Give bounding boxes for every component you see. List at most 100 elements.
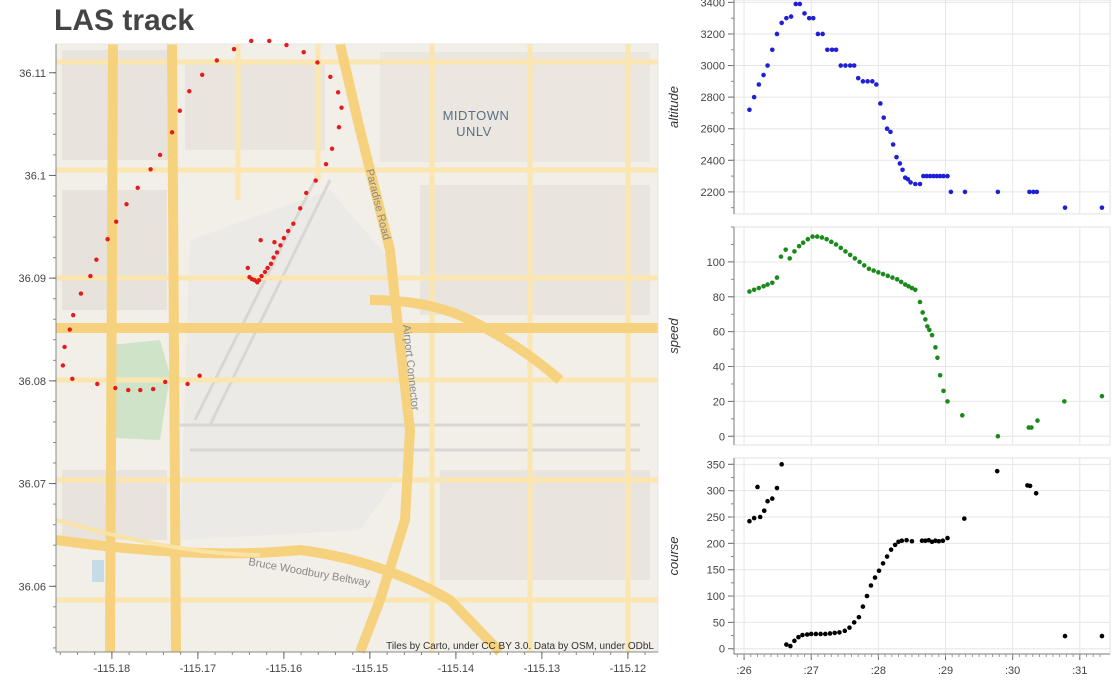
- speed-ytick-label: 100: [707, 257, 725, 269]
- altitude-point: [761, 72, 766, 78]
- altitude-point: [870, 79, 875, 84]
- speed-point: [890, 275, 895, 280]
- course-ytick-label: 350: [707, 459, 725, 471]
- track-point: [88, 273, 93, 279]
- speed-point: [923, 317, 928, 322]
- map-label-unlv: UNLV: [456, 124, 492, 139]
- track-point: [268, 261, 274, 266]
- speed-point: [761, 283, 766, 289]
- track-point: [105, 236, 110, 242]
- altitude-point: [756, 82, 762, 87]
- course-point: [892, 542, 898, 548]
- course-point: [784, 642, 789, 647]
- track-point: [71, 312, 76, 318]
- timeseries-figure: 2200240026002800300032003400altitude0204…: [666, 0, 1111, 677]
- altitude-point: [784, 15, 789, 21]
- altitude-point: [878, 101, 883, 106]
- track-point: [335, 90, 341, 95]
- speed-point: [920, 310, 925, 315]
- track-point: [60, 363, 66, 368]
- track-point: [231, 46, 237, 52]
- altitude-point: [747, 107, 752, 113]
- track-point: [94, 257, 99, 262]
- speed-point: [756, 285, 762, 291]
- altitude-point: [1062, 205, 1068, 210]
- course-point: [919, 538, 925, 544]
- speed-point: [880, 271, 886, 277]
- course-point: [1099, 633, 1105, 639]
- altitude-point: [884, 126, 890, 132]
- track-point: [339, 105, 344, 110]
- altitude-ytick-label: 3000: [701, 61, 725, 73]
- altitude-point: [890, 142, 896, 147]
- speed-point: [927, 327, 932, 333]
- course-panel: 0 50 100 150 200 250 300 350 course:26:27:28:29:…: [666, 457, 1111, 677]
- altitude-point: [945, 173, 950, 179]
- speed-point: [917, 299, 923, 305]
- speed-ytick-label: 80: [713, 292, 725, 304]
- speed-point: [852, 256, 858, 261]
- track-point: [157, 152, 163, 158]
- course-point: [813, 631, 819, 637]
- speed-point: [933, 345, 938, 350]
- speed-point: [829, 239, 834, 245]
- track-point: [214, 58, 220, 63]
- course-point: [1027, 483, 1033, 489]
- altitude-axis-label: altitude: [666, 86, 681, 128]
- altitude-point: [851, 63, 857, 68]
- track-point: [265, 265, 270, 271]
- course-point: [936, 538, 942, 544]
- altitude-point: [802, 11, 807, 16]
- course-point: [792, 638, 797, 644]
- speed-point: [847, 252, 853, 258]
- altitude-point: [774, 31, 780, 37]
- speed-point: [945, 399, 950, 404]
- altitude-point: [900, 167, 905, 173]
- map-xtick-label: -115.16: [266, 663, 303, 675]
- track-point: [336, 124, 342, 130]
- course-point: [962, 516, 967, 521]
- altitude-point: [905, 176, 911, 182]
- track-point: [272, 240, 277, 245]
- course-point: [755, 484, 760, 490]
- track-point: [126, 387, 131, 393]
- altitude-point: [1027, 189, 1032, 195]
- speed-point: [925, 324, 930, 329]
- course-point: [832, 630, 838, 636]
- course-point: [847, 625, 852, 630]
- speed-ytick-label: 40: [713, 362, 725, 374]
- track-point: [323, 161, 329, 167]
- altitude-point: [995, 189, 1001, 195]
- speed-point: [824, 236, 829, 242]
- speed-point: [929, 332, 935, 338]
- map-ytick-label: 36.08: [18, 376, 46, 388]
- altitude-point: [1099, 205, 1105, 210]
- track-point: [278, 243, 283, 248]
- track-point: [304, 190, 309, 196]
- course-point: [769, 496, 775, 501]
- course-ytick-label: 0: [719, 644, 725, 656]
- speed-ytick-label: 20: [713, 396, 725, 408]
- altitude-point: [788, 14, 794, 19]
- altitude-point: [921, 173, 926, 179]
- course-point: [774, 485, 780, 491]
- map-xtick-label: -115.12: [610, 663, 647, 675]
- altitude-point: [908, 180, 913, 185]
- altitude-point: [843, 63, 848, 68]
- speed-ytick-label: 0: [719, 431, 725, 443]
- speed-point: [1029, 425, 1034, 430]
- speed-ytick-label: 60: [713, 327, 725, 339]
- speed-point: [792, 249, 797, 254]
- speed-point: [935, 355, 940, 361]
- course-point: [872, 575, 878, 580]
- altitude-panel: 2200 2400 2600 2800 3000 3200 3400 altitude: [666, 0, 1111, 215]
- altitude-ytick-label: 3400: [701, 0, 725, 9]
- map-xtick-label: -115.14: [438, 663, 475, 675]
- altitude-ytick-label: 2200: [701, 187, 725, 199]
- track-point: [62, 344, 67, 350]
- time-xtick-label: :29: [938, 665, 953, 677]
- track-point: [245, 265, 250, 271]
- speed-point: [857, 259, 862, 265]
- track-point: [70, 376, 75, 382]
- altitude-point: [815, 31, 821, 37]
